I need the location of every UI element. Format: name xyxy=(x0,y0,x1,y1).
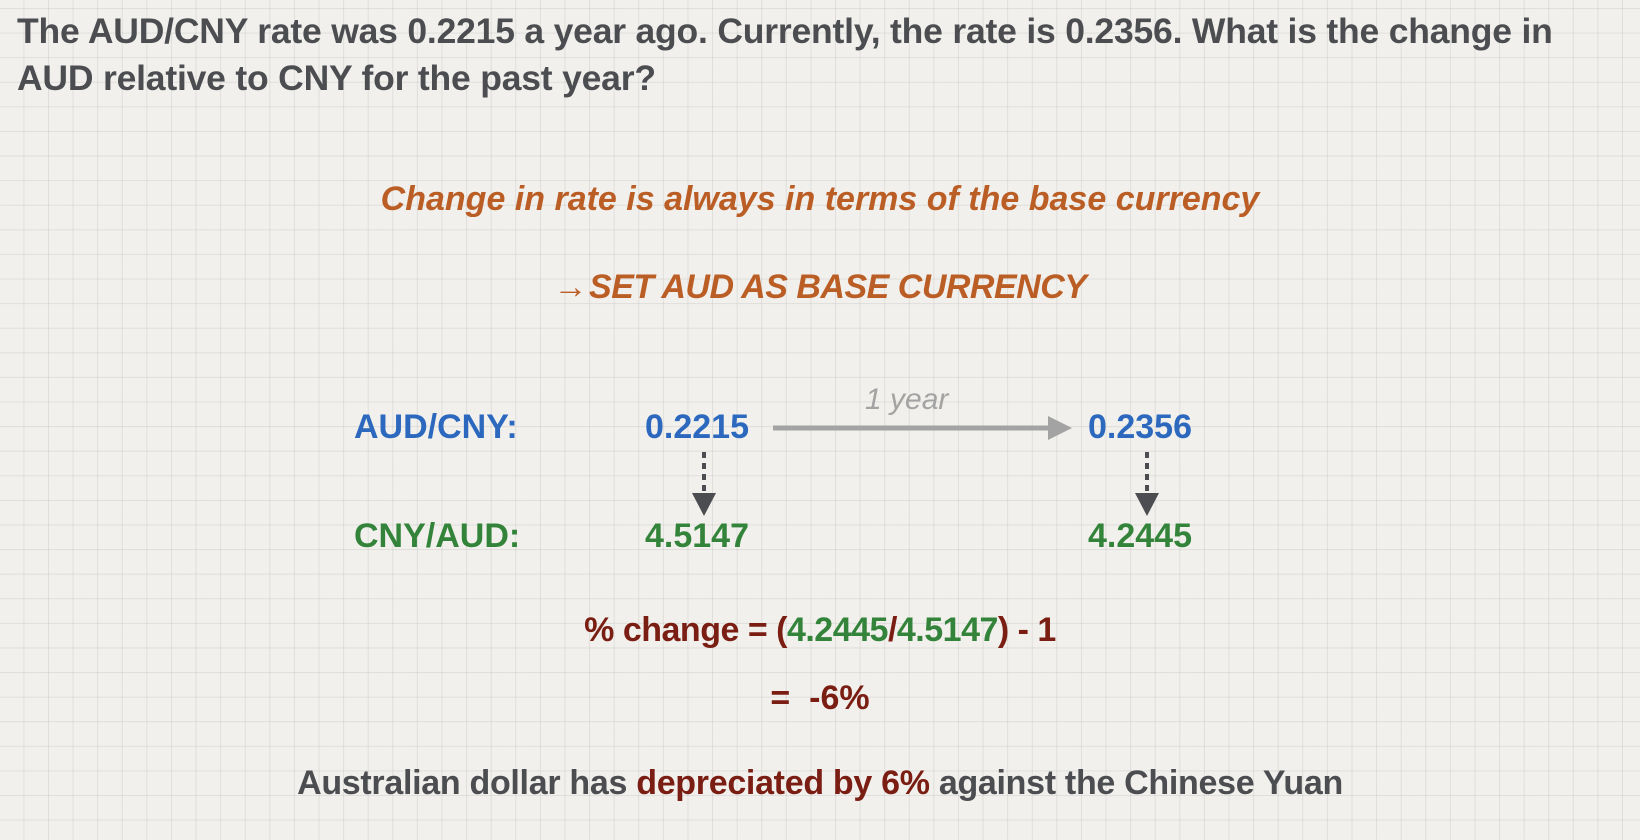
formula-numerator: 4.2445 xyxy=(786,611,889,649)
result-line: = -6% xyxy=(770,679,870,717)
percent-change-formula: % change = (4.2445/4.5147) - 1 xyxy=(0,611,1640,650)
period-label: 1 year xyxy=(865,383,949,416)
formula-lhs: % change = ( xyxy=(584,611,787,649)
conversion-arrow-left-icon xyxy=(692,452,716,516)
instruction-text: SET AUD AS BASE CURRENCY xyxy=(589,268,1087,306)
time-arrow-icon xyxy=(773,416,1072,440)
formula-tail: ) - 1 xyxy=(997,611,1056,649)
cny-aud-old-rate: 4.5147 xyxy=(645,517,749,555)
instruction-line: →SET AUD AS BASE CURRENCY xyxy=(0,268,1640,307)
conclusion-after: against the Chinese Yuan xyxy=(929,764,1343,802)
right-arrow-icon: → xyxy=(553,268,588,306)
conclusion-before: Australian dollar has xyxy=(297,764,637,802)
formula-denominator: 4.5147 xyxy=(896,611,999,649)
cny-aud-label: CNY/AUD: xyxy=(354,517,521,555)
aud-cny-new-rate: 0.2356 xyxy=(1088,408,1192,446)
aud-cny-old-rate: 0.2215 xyxy=(645,408,749,446)
cny-aud-new-rate: 4.2445 xyxy=(1088,517,1192,555)
question-text: The AUD/CNY rate was 0.2215 a year ago. … xyxy=(17,11,1553,98)
conclusion-highlight: depreciated by 6% xyxy=(636,764,930,802)
conclusion-text: Australian dollar has depreciated by 6% … xyxy=(0,764,1640,803)
conversion-arrow-right-icon xyxy=(1135,452,1159,516)
formula-slash: / xyxy=(887,611,897,649)
principle-statement: Change in rate is always in terms of the… xyxy=(380,180,1260,218)
aud-cny-label: AUD/CNY: xyxy=(354,408,518,446)
